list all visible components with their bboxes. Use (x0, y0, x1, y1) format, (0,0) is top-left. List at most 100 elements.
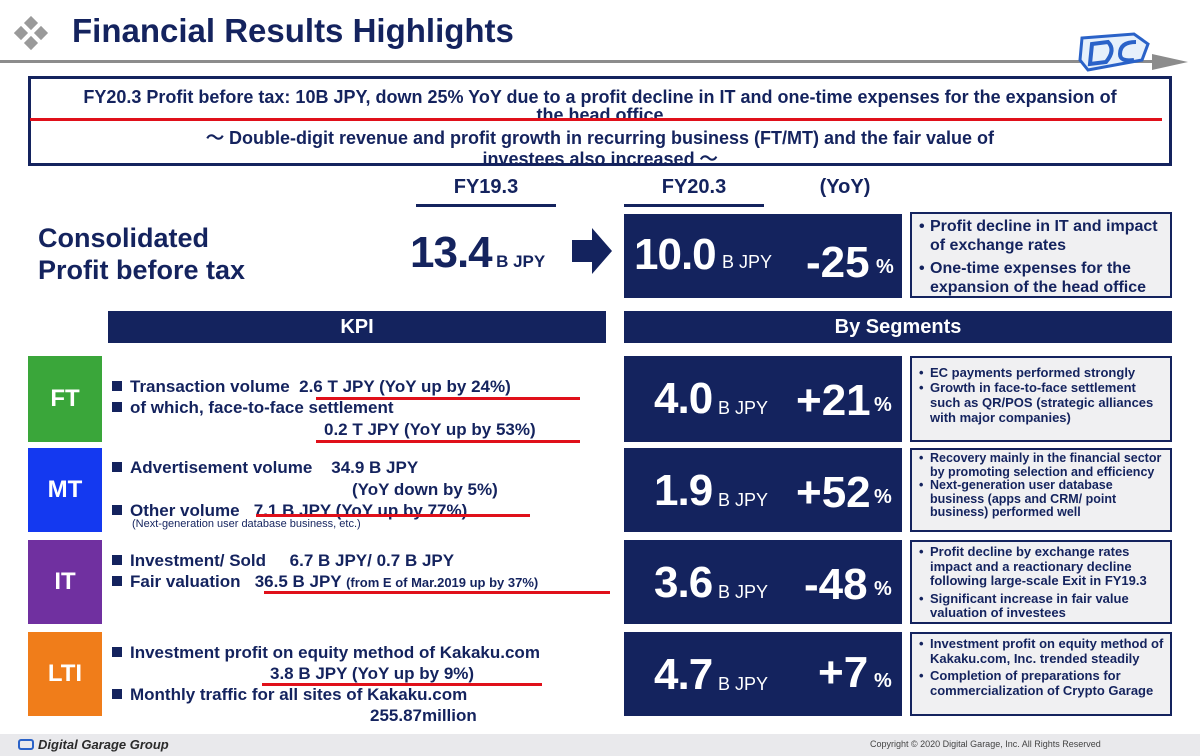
ft-kpi-2-value: 0.2 T JPY (YoY up by 53%) (324, 420, 536, 439)
consolidated-notes: Profit decline in IT and impact of excha… (910, 212, 1172, 298)
diamond-logo-icon (14, 16, 49, 51)
ft-kpi-1-value: 2.6 T JPY (YoY up by 24%) (299, 377, 511, 396)
ft-kpi-1-underline (316, 397, 580, 400)
bullet-square-icon (112, 402, 122, 412)
it-kpi-2-label: Fair valuation (130, 572, 241, 591)
column-fy20-underline (624, 204, 764, 207)
ft-result-box: 4.0 B JPY +21 % (624, 356, 902, 442)
column-yoy: (YoY) (819, 176, 871, 198)
ft-kpi-2: of which, face-to-face settlement (112, 398, 394, 418)
header-divider (0, 60, 1160, 63)
lti-yoy-unit: % (874, 670, 892, 692)
ft-unit: B JPY (718, 398, 769, 418)
consolidated-unit: B JPY (722, 252, 773, 272)
lti-kpi-1-value: 3.8 B JPY (YoY up by 9%) (270, 664, 475, 683)
it-unit: B JPY (718, 582, 769, 602)
it-kpi-2-value: 36.5 B JPY (254, 572, 342, 591)
bullet-square-icon (112, 381, 122, 391)
segment-tag-mt: MT (28, 448, 102, 532)
ft-value: 4.0 (654, 374, 713, 423)
summary-underline (30, 118, 1162, 121)
ft-yoy-unit: % (874, 394, 892, 416)
column-fy19-underline (416, 204, 556, 207)
consolidated-label-line1: Consolidated (38, 223, 210, 253)
segment-tag-it: IT (28, 540, 102, 624)
segment-tag-ft: FT (28, 356, 102, 442)
it-note: Significant increase in fair value valua… (918, 591, 1164, 621)
dg-small-logo-icon (18, 739, 34, 750)
consolidated-prev: 13.4 B JPY (410, 228, 545, 278)
ft-notes: EC payments performed strongly Growth in… (910, 356, 1172, 442)
bullet-square-icon (112, 462, 122, 472)
lti-yoy: +7 (818, 648, 869, 697)
lti-note: Completion of preparations for commercia… (918, 668, 1164, 698)
mt-kpi-1-value: 34.9 B JPY (331, 458, 419, 477)
consolidated-prev-value: 13.4 (410, 228, 493, 277)
bullet-square-icon (112, 576, 122, 586)
right-arrow-icon (572, 228, 612, 274)
it-kpi-2-value-small: (from E of Mar.2019 up by 37%) (346, 575, 539, 590)
lti-kpi-2-value: 255.87million (370, 706, 477, 725)
segment-tag-lti: LTI (28, 632, 102, 716)
ft-note: Growth in face-to-face settlement such a… (918, 380, 1164, 425)
consolidated-note: Profit decline in IT and impact of excha… (918, 217, 1164, 255)
it-kpi-2-underline (264, 591, 610, 594)
lti-kpi-1: Investment profit on equity method of Ka… (112, 643, 540, 663)
it-kpi-1-label: Investment/ Sold (130, 551, 267, 570)
ft-kpi-2-underline (316, 440, 580, 443)
lti-kpi-2: Monthly traffic for all sites of Kakaku.… (112, 685, 467, 705)
lti-notes: Investment profit on equity method of Ka… (910, 632, 1172, 716)
consolidated-result-box: 10.0 B JPY -25 % (624, 214, 902, 298)
summary-box: FY20.3 Profit before tax: 10B JPY, down … (28, 76, 1172, 169)
summary-subline: ～ Double-digit revenue and profit growth… (205, 128, 995, 169)
segments-header: By Segments (624, 311, 1172, 343)
header-arrow-icon (1152, 54, 1188, 70)
bullet-square-icon (112, 689, 122, 699)
lti-kpi-1-label: Investment profit on equity method of Ka… (130, 643, 540, 662)
ft-yoy: +21 (796, 376, 871, 425)
bullet-square-icon (112, 647, 122, 657)
mt-kpi-1-label: Advertisement volume (130, 458, 313, 477)
lti-value: 4.7 (654, 650, 713, 699)
bullet-square-icon (112, 555, 122, 565)
consolidated-label-line2: Profit before tax (38, 255, 246, 285)
mt-note: Recovery mainly in the financial sector … (918, 451, 1164, 479)
page-title: Financial Results Highlights (72, 12, 514, 49)
it-yoy-unit: % (874, 578, 892, 600)
mt-kpi-1-value2: (YoY down by 5%) (352, 480, 498, 499)
lti-kpi-1-underline (262, 683, 542, 686)
ft-kpi-1: Transaction volume 2.6 T JPY (YoY up by … (112, 377, 511, 397)
consolidated-label: Consolidated Profit before tax (38, 222, 245, 286)
ft-kpi-2-label: of which, face-to-face settlement (130, 398, 394, 417)
ft-note: EC payments performed strongly (918, 365, 1164, 380)
consolidated-prev-unit: B JPY (496, 252, 546, 271)
mt-yoy-unit: % (874, 486, 892, 508)
lti-kpi-2-label: Monthly traffic for all sites of Kakaku.… (130, 685, 468, 704)
mt-kpi-1: Advertisement volume 34.9 B JPY (112, 458, 418, 478)
mt-kpi-2-underline (256, 514, 530, 517)
lti-note: Investment profit on equity method of Ka… (918, 636, 1164, 666)
consolidated-yoy: -25 (806, 238, 870, 287)
it-kpi-2: Fair valuation 36.5 B JPY (from E of Mar… (112, 572, 538, 593)
column-fy20: FY20.3 (661, 176, 727, 198)
it-result-box: 3.6 B JPY -48 % (624, 540, 902, 624)
footer-company-name: Digital Garage Group (38, 737, 169, 752)
mt-value: 1.9 (654, 466, 713, 515)
it-note: Profit decline by exchange rates impact … (918, 544, 1164, 589)
it-kpi-1-value: 6.7 B JPY/ 0.7 B JPY (289, 551, 455, 570)
bullet-square-icon (112, 505, 122, 515)
mt-notes: Recovery mainly in the financial sector … (910, 448, 1172, 532)
mt-result-box: 1.9 B JPY +52 % (624, 448, 902, 532)
mt-note: Next-generation user database business (… (918, 478, 1164, 520)
it-yoy: -48 (804, 560, 868, 609)
dg-logo-icon (1078, 32, 1150, 72)
consolidated-note: One-time expenses for the expansion of t… (918, 259, 1164, 297)
mt-unit: B JPY (718, 490, 769, 510)
column-fy19: FY19.3 (453, 176, 519, 198)
footer-band (0, 734, 1200, 756)
lti-result-box: 4.7 B JPY +7 % (624, 632, 902, 716)
footer-copyright: Copyright © 2020 Digital Garage, Inc. Al… (870, 739, 1101, 749)
kpi-header: KPI (108, 311, 606, 343)
it-notes: Profit decline by exchange rates impact … (910, 540, 1172, 624)
ft-kpi-1-label: Transaction volume (130, 377, 290, 396)
